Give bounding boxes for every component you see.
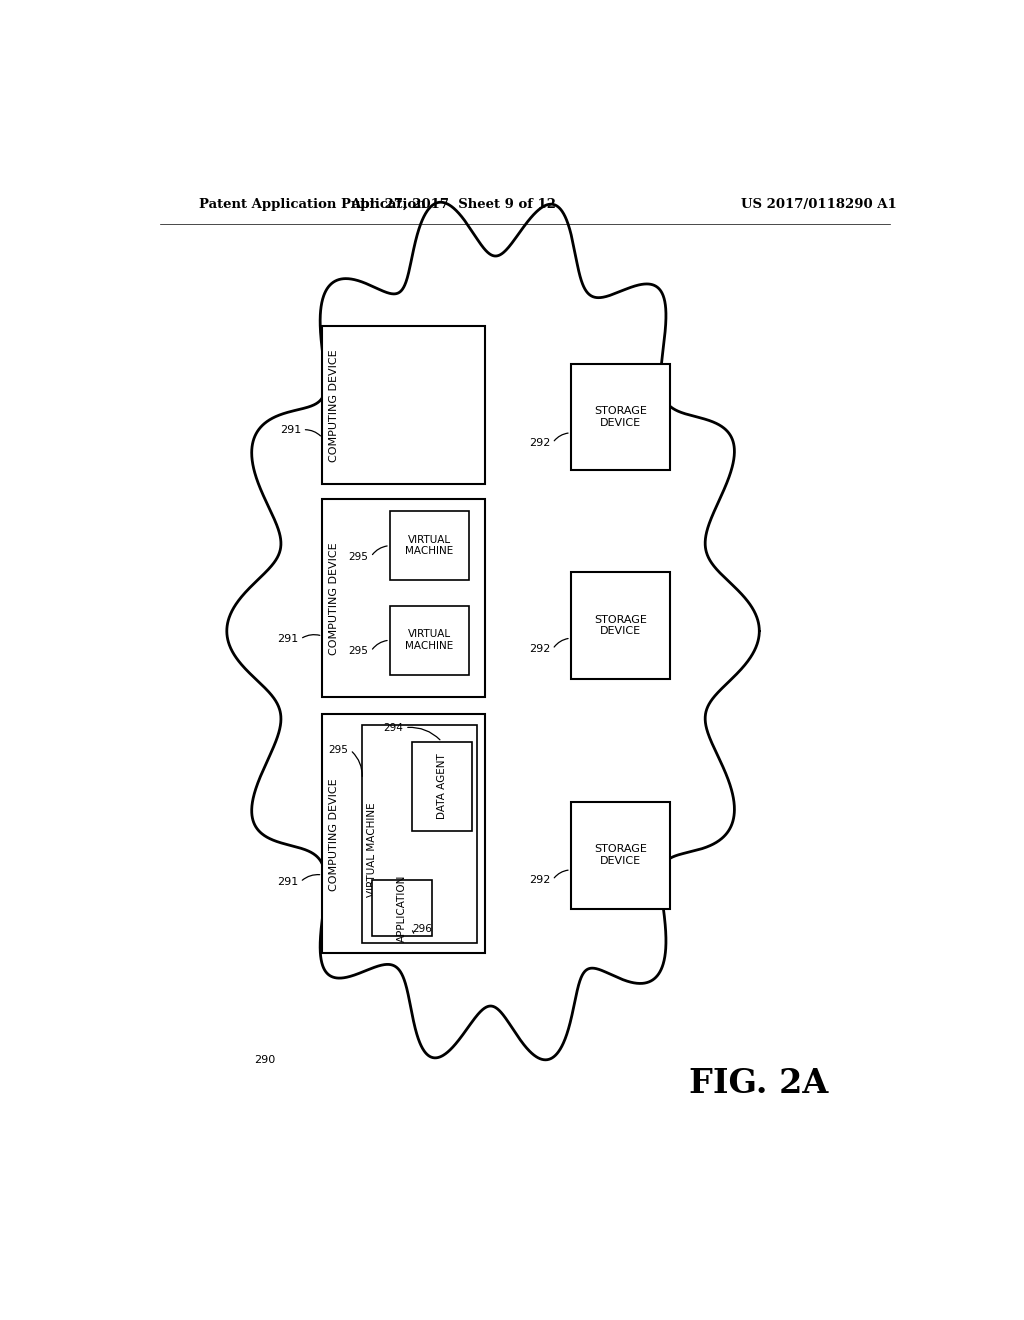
FancyBboxPatch shape xyxy=(390,511,469,581)
Text: DATA AGENT: DATA AGENT xyxy=(437,754,446,820)
Text: 291: 291 xyxy=(278,876,299,887)
Text: VIRTUAL
MACHINE: VIRTUAL MACHINE xyxy=(406,535,454,557)
Text: 292: 292 xyxy=(528,875,550,884)
Text: Apr. 27, 2017  Sheet 9 of 12: Apr. 27, 2017 Sheet 9 of 12 xyxy=(350,198,556,211)
Text: 290: 290 xyxy=(254,1055,275,1065)
Text: STORAGE
DEVICE: STORAGE DEVICE xyxy=(594,407,647,428)
Text: FIG. 2A: FIG. 2A xyxy=(689,1067,828,1100)
Text: 291: 291 xyxy=(280,425,301,434)
FancyBboxPatch shape xyxy=(570,364,670,470)
FancyBboxPatch shape xyxy=(373,880,432,936)
Text: 292: 292 xyxy=(528,644,550,655)
Text: STORAGE
DEVICE: STORAGE DEVICE xyxy=(594,845,647,866)
Text: 295: 295 xyxy=(329,744,348,755)
Text: COMPUTING DEVICE: COMPUTING DEVICE xyxy=(330,348,339,462)
Text: COMPUTING DEVICE: COMPUTING DEVICE xyxy=(330,543,339,655)
Text: VIRTUAL
MACHINE: VIRTUAL MACHINE xyxy=(406,630,454,651)
FancyBboxPatch shape xyxy=(390,606,469,675)
FancyBboxPatch shape xyxy=(412,742,472,832)
Text: US 2017/0118290 A1: US 2017/0118290 A1 xyxy=(740,198,896,211)
FancyBboxPatch shape xyxy=(570,572,670,678)
FancyBboxPatch shape xyxy=(362,725,477,942)
Text: 296: 296 xyxy=(412,924,432,933)
FancyBboxPatch shape xyxy=(570,801,670,908)
Text: APPLICATION: APPLICATION xyxy=(397,874,408,941)
FancyBboxPatch shape xyxy=(323,714,485,953)
Text: 292: 292 xyxy=(528,438,550,447)
Text: COMPUTING DEVICE: COMPUTING DEVICE xyxy=(330,777,339,891)
Text: 291: 291 xyxy=(278,634,299,644)
Text: VIRTUAL MACHINE: VIRTUAL MACHINE xyxy=(368,803,378,896)
Text: Patent Application Publication: Patent Application Publication xyxy=(200,198,426,211)
FancyBboxPatch shape xyxy=(323,499,485,697)
FancyBboxPatch shape xyxy=(323,326,485,483)
Text: 295: 295 xyxy=(348,552,369,562)
Text: STORAGE
DEVICE: STORAGE DEVICE xyxy=(594,615,647,636)
Text: 294: 294 xyxy=(384,722,403,733)
Text: 295: 295 xyxy=(348,647,369,656)
